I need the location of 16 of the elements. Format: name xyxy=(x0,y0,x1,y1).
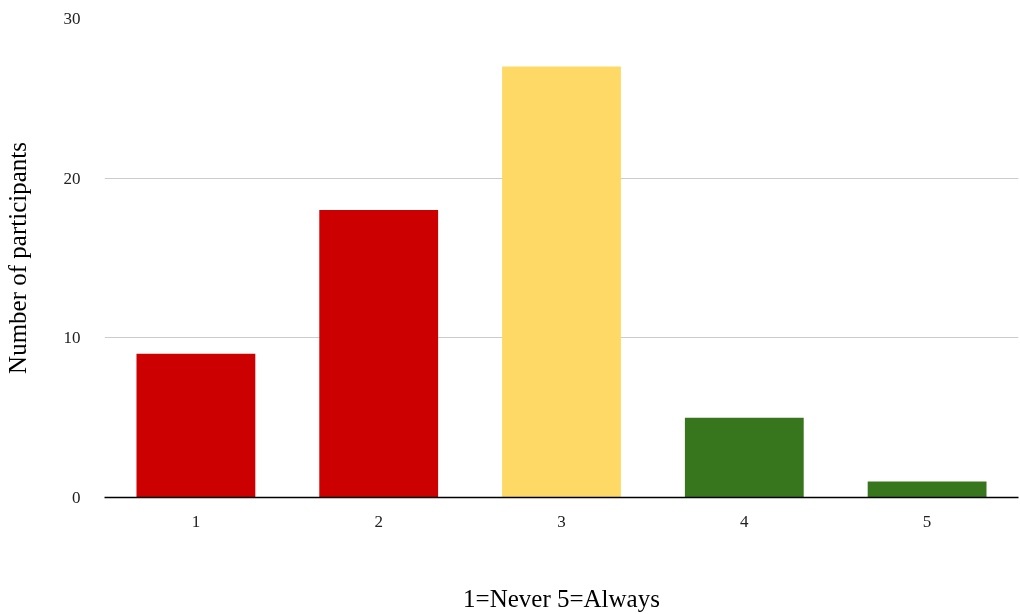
y-tick-label: 10 xyxy=(63,328,81,348)
x-tick-label: 5 xyxy=(922,511,932,531)
bar xyxy=(319,210,439,498)
x-tick-label: 3 xyxy=(557,511,566,531)
bar xyxy=(502,66,621,498)
bar xyxy=(684,417,804,498)
bar xyxy=(136,353,256,498)
x-axis-title: 1=Never 5=Always xyxy=(463,584,660,612)
x-tick-label: 1 xyxy=(191,511,201,531)
y-tick-label: 30 xyxy=(63,9,81,28)
y-tick-label: 20 xyxy=(63,168,81,188)
x-tick-label: 2 xyxy=(374,511,383,531)
x-tick-label: 4 xyxy=(740,511,750,531)
bar xyxy=(867,481,987,498)
y-tick-label: 0 xyxy=(72,488,81,507)
y-axis-title: Number of participants xyxy=(3,142,31,374)
